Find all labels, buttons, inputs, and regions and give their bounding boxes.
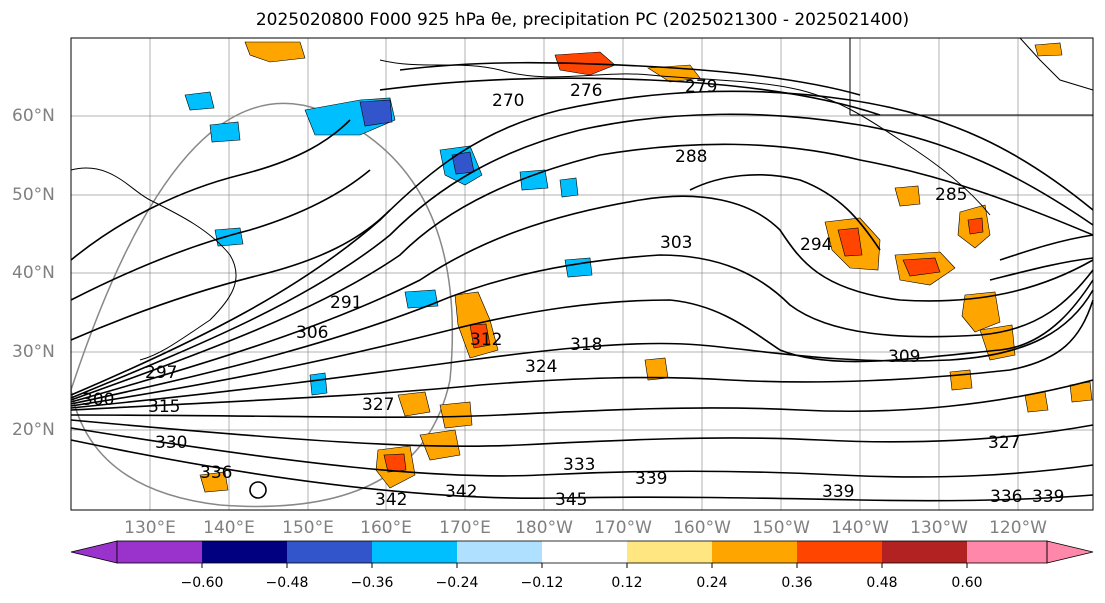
contour-label: 279	[685, 77, 717, 97]
colorbar-tick-label: −0.48	[265, 575, 309, 591]
colorbar-extend-high	[1046, 540, 1094, 564]
colorbar	[70, 540, 1094, 568]
colorbar-tick-label: 0.36	[781, 575, 813, 591]
colorbar-tick-label: 0.60	[951, 575, 983, 591]
map-frame	[70, 37, 1094, 511]
contour-label: 324	[525, 357, 557, 377]
longitude-label: 150°E	[282, 518, 334, 538]
colorbar-frame	[116, 540, 1048, 564]
longitude-label: 130°W	[910, 518, 968, 538]
colorbar-tick-label: 0.12	[611, 575, 643, 591]
contour-label: 312	[470, 330, 502, 350]
contour-label: 291	[330, 293, 362, 313]
contour-label: 333	[563, 455, 595, 475]
contour-label: 330	[155, 433, 187, 453]
contour-label: 318	[570, 335, 602, 355]
colorbar-segment	[287, 541, 372, 563]
contour-label: 339	[1032, 487, 1064, 507]
contour-label: 297	[145, 363, 177, 383]
latitude-label: 20°N	[12, 420, 55, 440]
colorbar-tick-label: 0.48	[866, 575, 898, 591]
contour-label: 276	[570, 81, 602, 101]
colorbar-segment	[967, 541, 1047, 563]
colorbar-tick-label: −0.36	[350, 575, 394, 591]
contour-label: 345	[555, 490, 587, 510]
colorbar-segment	[882, 541, 967, 563]
contour-labels: 270 276 279 288 285 303 294 291 306 297 …	[82, 77, 1064, 510]
colorbar-tick-label: 0.24	[696, 575, 728, 591]
contour-label: 303	[660, 233, 692, 253]
latitude-label: 60°N	[12, 106, 55, 126]
latitude-label: 50°N	[12, 185, 55, 205]
colorbar-segment	[797, 541, 882, 563]
latitude-label: 40°N	[12, 263, 55, 283]
contour-label: 294	[800, 235, 832, 255]
contour-label: 315	[148, 397, 180, 417]
longitude-label: 140°E	[203, 518, 255, 538]
longitude-label: 180°W	[515, 518, 573, 538]
longitude-label: 120°W	[989, 518, 1047, 538]
contour-label: 339	[822, 482, 854, 502]
longitude-label: 150°W	[752, 518, 810, 538]
contour-label: 342	[375, 490, 407, 510]
colorbar-segment	[627, 541, 712, 563]
contour-label: 306	[296, 323, 328, 343]
colorbar-segment	[202, 541, 287, 563]
domain-circle	[70, 102, 454, 508]
colorbar-tick-label: −0.12	[520, 575, 564, 591]
longitude-label: 170°W	[594, 518, 652, 538]
theta-e-contours	[70, 61, 1094, 502]
longitude-label: 160°W	[673, 518, 731, 538]
contour-label: 327	[362, 395, 394, 415]
longitude-label: 140°W	[831, 518, 889, 538]
contour-label: 309	[888, 347, 920, 367]
longitude-label: 170°E	[439, 518, 491, 538]
colorbar-segment	[712, 541, 797, 563]
coastlines	[70, 37, 1094, 361]
colorbar-tick-label: −0.24	[435, 575, 479, 591]
negative-shading	[184, 91, 593, 396]
colorbar-segment	[457, 541, 542, 563]
colorbar-segment	[117, 541, 202, 563]
contour-label: 288	[675, 147, 707, 167]
contour-label: 342	[445, 482, 477, 502]
colorbar-segment	[542, 541, 627, 563]
contour-label: 270	[492, 91, 524, 111]
colorbar-tick-label: −0.60	[180, 575, 224, 591]
longitude-label: 160°E	[360, 518, 412, 538]
colorbar-extend-low	[70, 540, 118, 564]
contour-label: 300	[82, 390, 114, 410]
latitude-label: 30°N	[12, 342, 55, 362]
contour-label: 336	[200, 463, 232, 483]
contour-label: 285	[935, 185, 967, 205]
contour-label: 339	[635, 469, 667, 489]
chart-title: 2025020800 F000 925 hPa θe, precipitatio…	[255, 10, 910, 30]
colorbar-segment	[372, 541, 457, 563]
longitude-label: 130°E	[124, 518, 176, 538]
contour-label: 336	[990, 487, 1022, 507]
contour-label: 327	[988, 433, 1020, 453]
